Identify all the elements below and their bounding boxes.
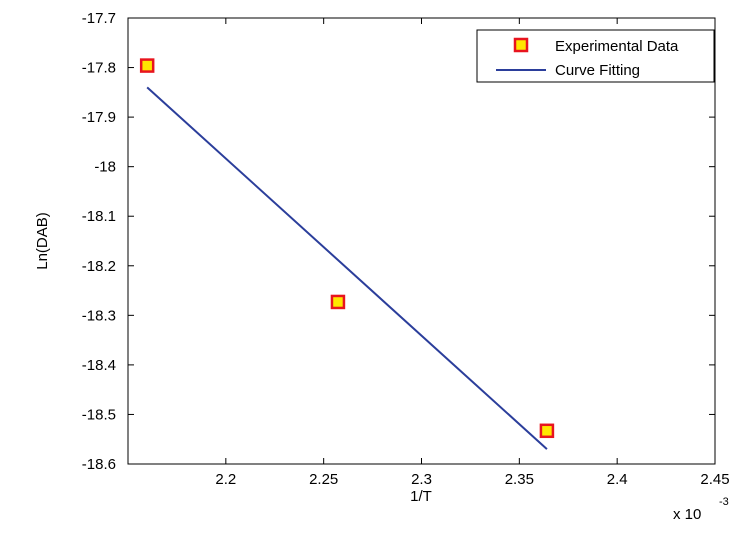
tick-group <box>128 17 716 465</box>
y-axis-label: Ln(DAB) <box>34 212 51 270</box>
x-tick-label: 2.35 <box>505 471 534 488</box>
x-axis-label: 1/T <box>410 488 432 505</box>
y-tick-label: -18 <box>94 159 116 176</box>
y-tick-label: -18.6 <box>82 456 116 473</box>
y-tick-label: -17.7 <box>82 10 116 27</box>
y-tick-label: -18.2 <box>82 258 116 275</box>
curve-fitting-line <box>146 86 548 450</box>
y-tick-label: -18.4 <box>82 357 116 374</box>
plot-area <box>127 17 716 465</box>
y-tick-labels: -17.7 -17.8 -17.9 -18 -18.1 -18.2 -18.3 -18.4 -1… <box>82 10 116 473</box>
data-point <box>139 58 155 73</box>
legend: Experimental Data Curve Fitting <box>476 29 715 83</box>
y-tick-label: -17.8 <box>82 60 116 77</box>
x-tick-label: 2.45 <box>700 471 729 488</box>
y-tick-label: -17.9 <box>82 109 116 126</box>
x-tick-label: 2.3 <box>411 471 432 488</box>
x-tick-labels: 2.2 2.25 2.3 2.35 2.4 2.45 <box>215 471 729 488</box>
x-tick-label: 2.25 <box>309 471 338 488</box>
x-tick-label: 2.2 <box>215 471 236 488</box>
legend-label-experimental-data: Experimental Data <box>555 38 679 55</box>
y-tick-label: -18.1 <box>82 208 116 225</box>
x-multiplier: x 10 -3 <box>673 496 729 523</box>
y-tick-label: -18.5 <box>82 406 116 423</box>
data-point <box>330 294 346 310</box>
x-multiplier-prefix: x 10 <box>673 506 701 523</box>
y-tick-label: -18.3 <box>82 307 116 324</box>
x-multiplier-exponent: -3 <box>719 496 729 508</box>
series-experimental-data <box>139 58 555 439</box>
x-tick-label: 2.4 <box>607 471 628 488</box>
legend-marker-experimental-data <box>513 37 529 53</box>
series-curve-fitting <box>146 86 548 450</box>
data-point <box>539 423 555 439</box>
legend-label-curve-fitting: Curve Fitting <box>555 62 640 79</box>
